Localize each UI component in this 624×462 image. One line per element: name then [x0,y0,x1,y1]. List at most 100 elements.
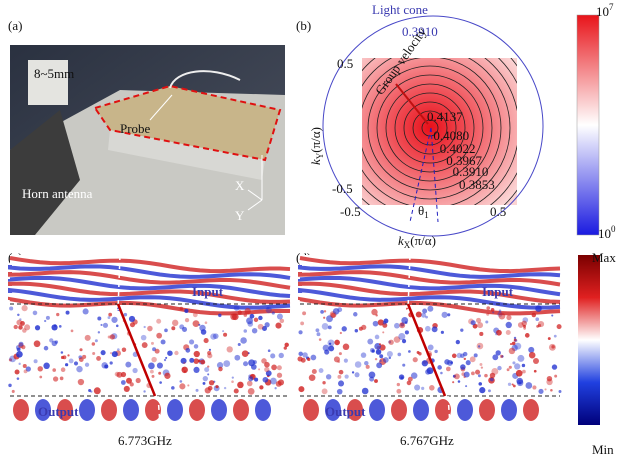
speckle [328,342,332,345]
speckle [156,332,163,339]
speckle [460,364,466,370]
speckle [441,311,448,318]
speckle [234,354,241,361]
speckle [332,308,340,315]
speckle [171,386,175,390]
speckle [506,368,510,372]
speckle [248,376,254,382]
speckle [179,380,183,383]
speckle [416,351,420,354]
speckle [495,350,501,356]
guide [447,395,451,426]
y-axis-label: kY(π/α) [308,127,325,165]
speckle [525,382,533,389]
speckle [150,341,154,345]
speckle [207,373,210,376]
speckle [513,338,517,342]
speckle [451,353,457,359]
speckle [68,358,74,364]
speckle [116,371,123,378]
speckle [19,318,22,321]
speckle [231,380,234,383]
speckle [425,369,431,375]
speckle [434,349,438,354]
colorbar-max-base: 10 [596,4,609,19]
speckle [337,374,342,379]
speckle [498,309,502,313]
speckle [550,388,553,392]
speckle [200,329,207,335]
speckle [533,369,537,373]
cable [169,70,241,89]
speckle [353,312,358,317]
speckle [192,320,200,328]
speckle [192,312,198,318]
speckle [333,356,340,363]
wave [145,399,161,421]
speckle [453,373,460,380]
speckle [386,350,393,358]
speckle [158,371,162,375]
x-tick: 0.5 [490,204,506,219]
speckle [250,364,257,370]
speckle [517,354,525,362]
speckle [492,311,495,314]
speckle [515,369,523,377]
speckle [275,380,282,387]
colorbar [578,255,600,425]
speckle [265,306,272,314]
speckle [298,386,305,393]
speckle [49,338,54,343]
speckle [323,310,327,313]
speckle [165,356,168,359]
speckle [204,321,208,325]
speckle [52,376,59,382]
speckle [65,363,69,367]
speckle [478,382,483,386]
speckle [51,340,58,347]
speckle [184,317,190,323]
speckle [398,332,406,340]
speckle [516,377,524,385]
speckle [76,365,83,373]
speckle [33,359,38,364]
wave [347,399,363,421]
wave [298,287,561,310]
speckle [300,321,305,326]
speckle [354,372,360,378]
speckle [551,345,555,349]
speckle [484,373,488,378]
speckle [151,374,155,378]
speckle [167,350,173,356]
x-axis-label: kX(π/α) [398,233,436,250]
speckle [452,381,455,384]
speckle [22,328,27,333]
speckle [427,305,434,312]
wave [123,399,139,421]
speckle [100,350,106,356]
wave [13,399,29,421]
speckle [264,322,270,328]
output-label: Output [325,404,366,419]
speckle [17,313,20,317]
speckle [477,322,484,329]
contour [385,83,475,173]
speckle [490,307,495,312]
speckle [471,371,475,376]
speckle [321,323,329,330]
speckle [494,332,498,336]
contour-label: 0.4080 [433,128,469,143]
speckle [465,360,471,366]
speckle [437,365,442,370]
speckle [499,354,504,359]
speckle [156,362,163,369]
speckle [283,346,287,350]
speckle [537,323,542,328]
speckle [223,332,228,337]
speckle [77,378,85,386]
speckle [535,317,540,322]
speckle [121,347,127,352]
speckle [327,339,335,347]
speckle [421,386,425,390]
speckle [264,361,270,368]
